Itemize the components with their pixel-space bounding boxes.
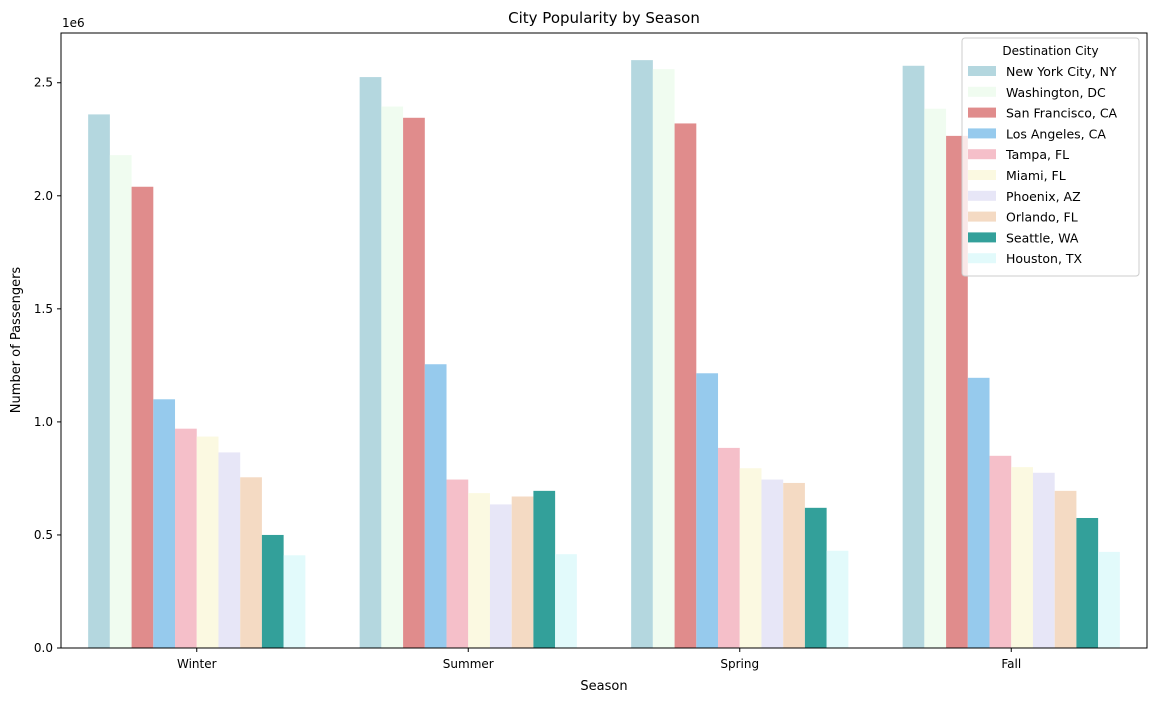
- x-axis-label: Season: [580, 679, 627, 694]
- bar: [196, 436, 219, 648]
- bar: [902, 65, 925, 648]
- bar: [131, 186, 154, 648]
- legend-swatch: [968, 149, 996, 160]
- legend-swatch: [968, 170, 996, 180]
- legend-entry-label: New York City, NY: [1006, 64, 1117, 79]
- y-tick-label: 2.5: [34, 76, 53, 90]
- y-axis-offset-label: 1e6: [62, 16, 85, 30]
- bar: [153, 399, 176, 648]
- bar: [1054, 490, 1077, 648]
- bars-group: [88, 60, 1120, 649]
- legend-swatch: [968, 86, 996, 97]
- x-tick-label: Spring: [720, 657, 759, 671]
- bar: [283, 555, 306, 648]
- bar: [696, 373, 719, 648]
- bar: [989, 455, 1012, 648]
- bar: [468, 493, 490, 648]
- legend-title: Destination City: [1002, 44, 1098, 58]
- bar: [967, 377, 990, 648]
- legend-entry-label: Phoenix, AZ: [1006, 189, 1081, 204]
- bar: [1098, 551, 1120, 648]
- axes-group: 0.0 0.5 1.0 1.5 2.0 2.5 Winter Summer Spring Fall: [34, 32, 1148, 671]
- bar: [652, 69, 675, 649]
- legend-entry-label: Washington, DC: [1006, 85, 1106, 100]
- bar: [218, 452, 241, 648]
- bar: [718, 447, 740, 648]
- bar: [674, 123, 697, 648]
- legend-entry-label: Orlando, FL: [1006, 210, 1078, 225]
- bar: [826, 550, 849, 648]
- bar: [555, 554, 577, 648]
- bar: [1076, 517, 1099, 648]
- legend-swatch: [968, 66, 996, 76]
- bar: [424, 364, 447, 648]
- bar: [381, 106, 404, 649]
- legend-entry-label: Tampa, FL: [1005, 147, 1069, 162]
- bar: [1011, 467, 1033, 648]
- y-tick-label: 0.0: [34, 641, 53, 655]
- bar: [783, 482, 805, 648]
- x-tick-label: Summer: [443, 657, 494, 671]
- bar: [446, 479, 469, 648]
- bar: [761, 479, 784, 648]
- bar: [109, 155, 132, 648]
- legend-swatch: [968, 190, 996, 201]
- bar: [631, 60, 653, 648]
- bar: [240, 477, 262, 648]
- legend-entry-label: Los Angeles, CA: [1006, 126, 1106, 141]
- y-tick-label: 2.0: [34, 189, 53, 203]
- y-tick-label: 0.5: [34, 528, 53, 542]
- y-axis-label: Number of Passengers: [9, 267, 24, 414]
- bar: [511, 496, 534, 648]
- chart-title: City Popularity by Season: [508, 9, 700, 27]
- bar: [804, 507, 827, 648]
- legend-swatch: [968, 128, 996, 139]
- legend-box: [961, 37, 1140, 277]
- y-tick-label: 1.5: [34, 302, 53, 316]
- legend-entry-label: San Francisco, CA: [1006, 106, 1118, 121]
- bar: [533, 490, 556, 648]
- legend-entry-label: Houston, TX: [1006, 251, 1083, 266]
- legend-entry-label: Miami, FL: [1006, 168, 1066, 183]
- bar: [359, 77, 382, 649]
- legend-swatch: [968, 107, 996, 118]
- bar: [924, 108, 947, 649]
- legend: Destination City New York City, NY Washing…: [961, 37, 1140, 277]
- legend-swatch: [968, 253, 996, 264]
- bar: [403, 117, 425, 649]
- bar: [489, 504, 512, 648]
- bar: [175, 428, 197, 648]
- legend-swatch: [968, 232, 996, 243]
- plot-frame: [60, 32, 1148, 649]
- x-tick-label: Fall: [1001, 657, 1021, 671]
- bar: [261, 534, 284, 648]
- bar: [739, 468, 762, 648]
- x-tick-label: Winter: [177, 657, 217, 671]
- bar: [1032, 472, 1055, 648]
- bar: [88, 114, 110, 648]
- y-tick-label: 1.0: [34, 415, 53, 429]
- legend-swatch: [968, 211, 996, 222]
- legend-entry-label: Seattle, WA: [1006, 230, 1079, 245]
